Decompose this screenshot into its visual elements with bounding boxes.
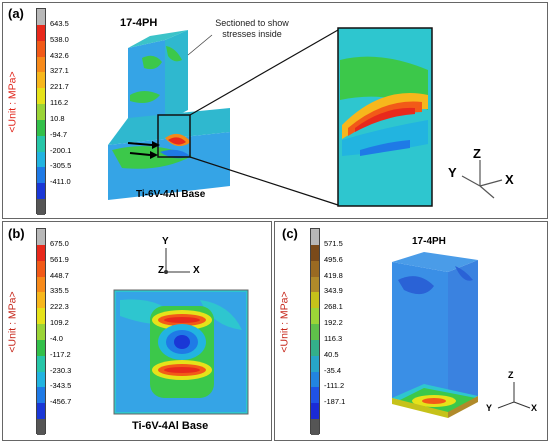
colorbar-tick-label: 268.1: [324, 302, 343, 312]
colorbar-tick-label: -200.1: [50, 145, 72, 155]
colorbar-segment: [37, 56, 45, 73]
colorbar-segment: [37, 339, 45, 356]
colorbar-segment: [311, 308, 319, 325]
colorbar-segment: [311, 324, 319, 340]
colorbar-segment: [37, 88, 45, 105]
colorbar-tick-label: -230.3: [50, 365, 72, 375]
colorbar-segment: [37, 260, 45, 277]
colorbar-tick-label: -94.7: [50, 129, 68, 139]
panel-c-colorbar: [310, 228, 320, 435]
colorbar-segment: [37, 24, 45, 41]
colorbar-tick-label: 221.7: [50, 82, 69, 92]
colorbar-tick-label: 109.2: [50, 318, 69, 328]
colorbar-segment: [37, 151, 45, 168]
colorbar-segment: [37, 229, 45, 245]
colorbar-tick-label: -187.1: [324, 397, 346, 407]
colorbar-segment: [311, 229, 319, 245]
colorbar-segment: [311, 387, 319, 404]
colorbar-segment: [37, 135, 45, 152]
colorbar-segment: [311, 276, 319, 293]
panel-b-axis-y: Y: [162, 236, 169, 247]
panel-a: [2, 2, 548, 219]
colorbar-segment: [311, 419, 319, 435]
colorbar-segment: [37, 308, 45, 325]
colorbar-segment: [37, 387, 45, 404]
colorbar-segment: [37, 199, 45, 215]
colorbar-segment: [311, 292, 319, 309]
colorbar-tick-label: -117.2: [50, 349, 71, 359]
colorbar-segment: [37, 324, 45, 340]
colorbar-tick-label: 448.7: [50, 270, 69, 280]
panel-a-annotation: Sectioned to show stresses inside: [215, 18, 289, 39]
colorbar-segment: [37, 40, 45, 57]
colorbar-tick-label: -411.0: [50, 177, 71, 187]
panel-c-label: (c): [282, 226, 298, 241]
colorbar-tick-label: 327.1: [50, 66, 69, 76]
panel-c-material-top: 17-4PH: [412, 236, 446, 247]
colorbar-segment: [37, 276, 45, 293]
colorbar-tick-label: 495.6: [324, 254, 343, 264]
colorbar-segment: [311, 244, 319, 261]
colorbar-segment: [37, 119, 45, 136]
colorbar-tick-label: 675.0: [50, 238, 69, 248]
panel-a-material-base: Ti-6V-4Al Base: [136, 189, 206, 200]
colorbar-tick-label: 571.5: [324, 238, 343, 248]
panel-a-material-top: 17-4PH: [120, 17, 158, 29]
colorbar-tick-label: 538.0: [50, 34, 69, 44]
colorbar-tick-label: -305.5: [50, 161, 72, 171]
panel-b-label: (b): [8, 226, 25, 241]
panel-c-axis-y: Y: [486, 403, 493, 413]
colorbar-tick-label: -4.0: [50, 333, 63, 343]
colorbar-tick-label: -35.4: [324, 365, 342, 375]
panel-b-colorbar: [36, 228, 46, 435]
colorbar-tick-label: 335.5: [50, 286, 69, 296]
colorbar-tick-label: -456.7: [50, 397, 72, 407]
panel-c-axis-x: X: [531, 403, 538, 413]
colorbar-segment: [311, 260, 319, 277]
colorbar-segment: [37, 244, 45, 261]
colorbar-tick-label: 40.5: [324, 349, 339, 359]
colorbar-tick-label: 419.8: [324, 270, 343, 280]
colorbar-segment: [37, 167, 45, 184]
colorbar-segment: [37, 104, 45, 120]
zoom-box: [157, 114, 191, 158]
colorbar-segment: [37, 292, 45, 309]
column-top: [128, 30, 188, 48]
colorbar-tick-label: 643.5: [50, 18, 69, 28]
panel-b-material-base: Ti-6V-4Al Base: [132, 420, 209, 432]
panel-a-axis-z: Z: [473, 146, 481, 161]
colorbar-segment: [37, 183, 45, 200]
panel-b-axis-x: X: [193, 265, 200, 276]
colorbar-segment: [311, 339, 319, 356]
colorbar-segment: [37, 403, 45, 420]
panel-a-label: (a): [8, 6, 24, 21]
colorbar-segment: [37, 9, 45, 25]
colorbar-tick-label: 343.9: [324, 286, 343, 296]
colorbar-tick-label: 561.9: [50, 254, 69, 264]
panel-c-axis-z: Z: [508, 370, 514, 380]
colorbar-segment: [311, 403, 319, 420]
colorbar-segment: [37, 371, 45, 388]
colorbar-tick-label: 432.6: [50, 50, 69, 60]
colorbar-segment: [37, 419, 45, 435]
panel-a-axis-x: X: [505, 172, 514, 187]
colorbar-segment: [37, 355, 45, 372]
base-top: [108, 108, 230, 145]
colorbar-tick-label: 116.2: [50, 98, 69, 108]
panel-b-axis-z: Z: [158, 265, 165, 276]
colorbar-tick-label: 222.3: [50, 302, 69, 312]
colorbar-segment: [37, 72, 45, 89]
panel-a-colorbar: [36, 8, 46, 215]
panel-a-axis-y: Y: [448, 165, 457, 180]
colorbar-segment: [311, 371, 319, 388]
colorbar-tick-label: 116.3: [324, 333, 343, 343]
colorbar-tick-label: 192.2: [324, 318, 343, 328]
colorbar-tick-label: -343.5: [50, 381, 72, 391]
colorbar-segment: [311, 355, 319, 372]
colorbar-tick-label: 10.8: [50, 113, 65, 123]
colorbar-tick-label: -111.2: [324, 381, 345, 391]
